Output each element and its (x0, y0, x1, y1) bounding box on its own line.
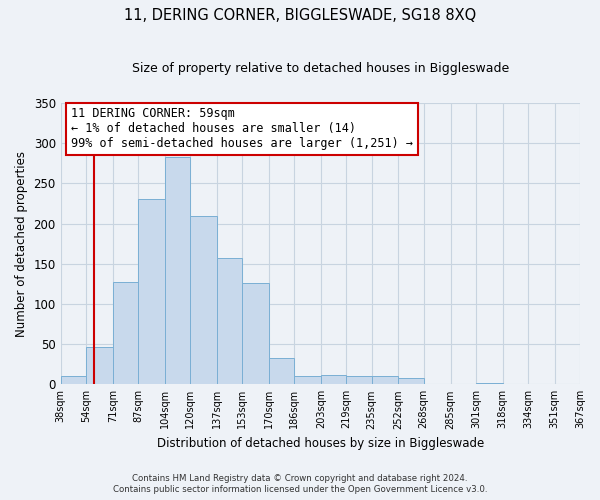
Bar (321, 374, 346, 384)
Bar (294, 376, 321, 384)
Bar (61, 376, 86, 384)
Bar (190, 216, 217, 384)
X-axis label: Distribution of detached houses by size in Biggleswade: Distribution of detached houses by size … (157, 437, 484, 450)
Title: Size of property relative to detached houses in Biggleswade: Size of property relative to detached ho… (132, 62, 509, 76)
Bar (113, 282, 138, 384)
Bar (476, 382, 503, 384)
Y-axis label: Number of detached properties: Number of detached properties (15, 150, 28, 336)
Bar (269, 358, 294, 384)
Bar (165, 157, 190, 384)
Text: 11 DERING CORNER: 59sqm
← 1% of detached houses are smaller (14)
99% of semi-det: 11 DERING CORNER: 59sqm ← 1% of detached… (71, 108, 413, 150)
Bar (138, 198, 165, 384)
Bar (346, 376, 371, 384)
Text: 11, DERING CORNER, BIGGLESWADE, SG18 8XQ: 11, DERING CORNER, BIGGLESWADE, SG18 8XQ (124, 8, 476, 22)
Bar (217, 258, 242, 384)
Bar (86, 348, 113, 385)
Bar (242, 283, 269, 384)
Bar (371, 376, 398, 384)
Text: Contains HM Land Registry data © Crown copyright and database right 2024.
Contai: Contains HM Land Registry data © Crown c… (113, 474, 487, 494)
Bar (398, 378, 424, 384)
